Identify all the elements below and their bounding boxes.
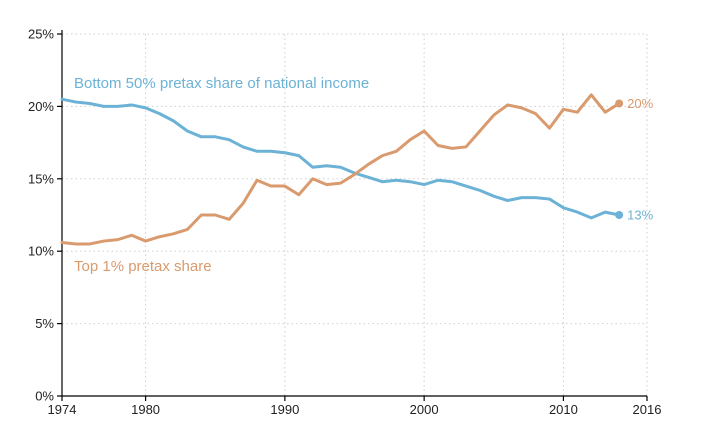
x-tick-label: 2016	[633, 402, 662, 417]
series-line-bottom-50	[60, 97, 621, 220]
y-tick-label: 5%	[35, 316, 54, 331]
series-labels: Bottom 50% pretax share of national inco…	[74, 75, 654, 275]
y-tick-label: 20%	[28, 99, 54, 114]
y-tick-label: 10%	[28, 244, 54, 259]
end-value-label-bottom-50: 13%	[627, 208, 653, 223]
x-tick-label: 1974	[48, 402, 77, 417]
end-point-bottom-50	[615, 211, 624, 219]
end-point-top-1	[615, 99, 624, 108]
grid	[62, 33, 648, 396]
axes: 0% 5% 10% 15% 20% 25% 1974 1980 1990 2000 2010 2016	[28, 27, 661, 418]
y-tick-label: 0%	[35, 389, 54, 404]
series-label-top-1: Top 1% pretax share	[74, 258, 212, 275]
y-tick-label: 15%	[28, 171, 54, 186]
end-value-label-top-1: 20%	[627, 96, 653, 111]
x-tick-label: 1990	[270, 402, 299, 417]
y-tick-label: 25%	[28, 27, 54, 42]
x-tick-label: 1980	[131, 402, 160, 417]
x-tick-label: 2000	[410, 402, 439, 417]
series-label-bottom-50: Bottom 50% pretax share of national inco…	[74, 75, 369, 92]
series-lines	[60, 93, 624, 246]
x-tick-label: 2010	[549, 402, 578, 417]
series-line-top-1	[60, 93, 621, 246]
